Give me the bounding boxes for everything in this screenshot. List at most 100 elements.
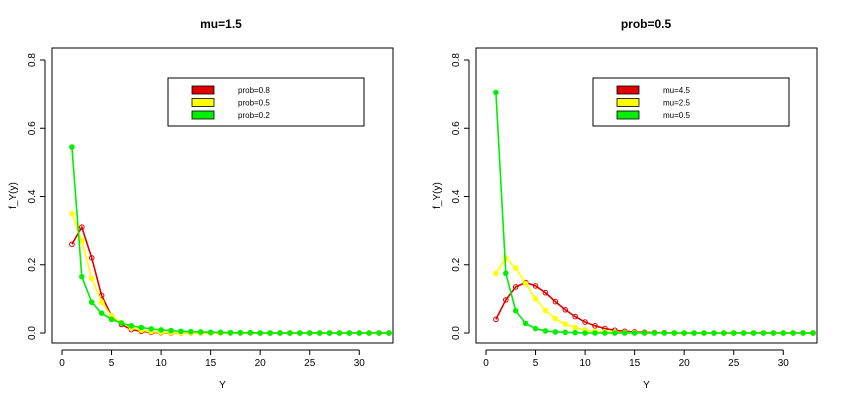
chart-title: prob=0.5 [621, 17, 672, 31]
y-tick-label: 0.0 [451, 326, 462, 340]
data-point [128, 323, 135, 329]
legend: prob=0.8 prob=0.5 prob=0.2 [167, 77, 365, 127]
data-point [562, 321, 569, 327]
data-point [810, 330, 816, 336]
data-point [542, 307, 549, 314]
data-point [572, 313, 578, 320]
legend-label: mu=4.5 [663, 86, 690, 95]
data-point [592, 323, 598, 329]
data-point [512, 308, 519, 314]
data-point [376, 330, 382, 336]
data-point [98, 310, 105, 317]
data-point [552, 315, 559, 322]
data-point [572, 329, 578, 336]
data-point [651, 330, 658, 336]
data-point [267, 330, 273, 336]
x-tick-label: 20 [679, 358, 691, 369]
data-point [691, 330, 697, 336]
data-point [760, 330, 767, 336]
legend-label: prob=0.5 [238, 99, 270, 108]
data-point [641, 330, 648, 336]
series-prob=0.8 [69, 224, 392, 336]
data-point [356, 330, 363, 336]
data-point [552, 298, 559, 305]
data-point [168, 327, 174, 334]
data-point [118, 320, 125, 326]
data-point [69, 144, 75, 150]
legend-label: prob=0.8 [238, 86, 270, 95]
x-tick-label: 0 [59, 358, 65, 369]
y-axis-label: f_Y(y) [8, 182, 19, 209]
y-tick-label: 0.4 [27, 189, 38, 203]
legend-swatch [616, 110, 640, 120]
legend-swatch [616, 85, 640, 95]
data-point [386, 330, 392, 336]
data-point [346, 330, 353, 336]
data-point [257, 330, 263, 336]
data-point [562, 329, 569, 336]
x-tick-label: 30 [354, 358, 366, 369]
y-tick-label: 0.6 [451, 121, 462, 135]
data-point [79, 273, 85, 280]
x-axis-label: Y [219, 380, 226, 391]
data-point [661, 330, 668, 336]
data-point [542, 328, 549, 334]
x-tick-label: 20 [255, 358, 267, 369]
x-tick-label: 10 [156, 358, 168, 369]
series-prob=0.5 [69, 210, 392, 336]
data-point [158, 327, 164, 333]
data-point [572, 324, 578, 331]
data-point [69, 210, 75, 217]
data-point [612, 330, 618, 336]
data-point [227, 329, 234, 336]
data-point [366, 330, 372, 336]
plot-frame [51, 47, 394, 344]
y-tick-label: 0.8 [451, 53, 462, 67]
data-point [800, 330, 806, 336]
legend-label: mu=2.5 [663, 99, 690, 108]
x-tick-label: 5 [533, 358, 539, 369]
legend: mu=4.5 mu=2.5 mu=0.5 [592, 77, 790, 127]
data-point [780, 330, 787, 336]
data-point [88, 255, 95, 261]
data-point [138, 324, 145, 331]
data-point [297, 330, 303, 336]
x-tick-label: 0 [483, 358, 489, 369]
series-mu=4.5 [493, 279, 816, 336]
data-point [287, 330, 293, 336]
legend-swatch [191, 98, 215, 107]
y-tick-label: 0.2 [27, 257, 38, 271]
legend-label: mu=0.5 [663, 111, 690, 120]
data-point [188, 328, 194, 335]
y-tick-label: 0.0 [27, 326, 38, 340]
series-line [71, 213, 389, 334]
series-prob=0.2 [69, 144, 392, 336]
y-tick-label: 0.4 [451, 189, 462, 203]
data-point [681, 330, 687, 336]
data-point [306, 330, 313, 336]
data-point [277, 330, 283, 336]
y-tick-label: 0.2 [451, 257, 462, 271]
data-point [316, 330, 323, 336]
data-point [512, 265, 519, 271]
data-point [552, 329, 559, 335]
chart-panel-2: prob=0.5 0 5 10 15 20 25 30 0.0 0.2 0.4 0.6 0.8 Yf_Y(… [432, 17, 818, 391]
data-point [493, 316, 499, 323]
data-point [108, 316, 115, 323]
data-point [69, 241, 75, 248]
legend-label: prob=0.2 [238, 111, 270, 120]
data-point [542, 289, 549, 296]
legend-swatch [616, 98, 640, 107]
data-point [592, 330, 598, 336]
data-point [247, 329, 254, 336]
legend-swatch [191, 85, 215, 95]
x-tick-label: 30 [778, 358, 790, 369]
data-point [730, 330, 737, 336]
data-point [711, 330, 717, 336]
data-point [532, 283, 539, 289]
data-point [237, 329, 244, 336]
x-tick-label: 5 [109, 358, 115, 369]
data-point [532, 296, 539, 302]
data-point [582, 319, 588, 325]
